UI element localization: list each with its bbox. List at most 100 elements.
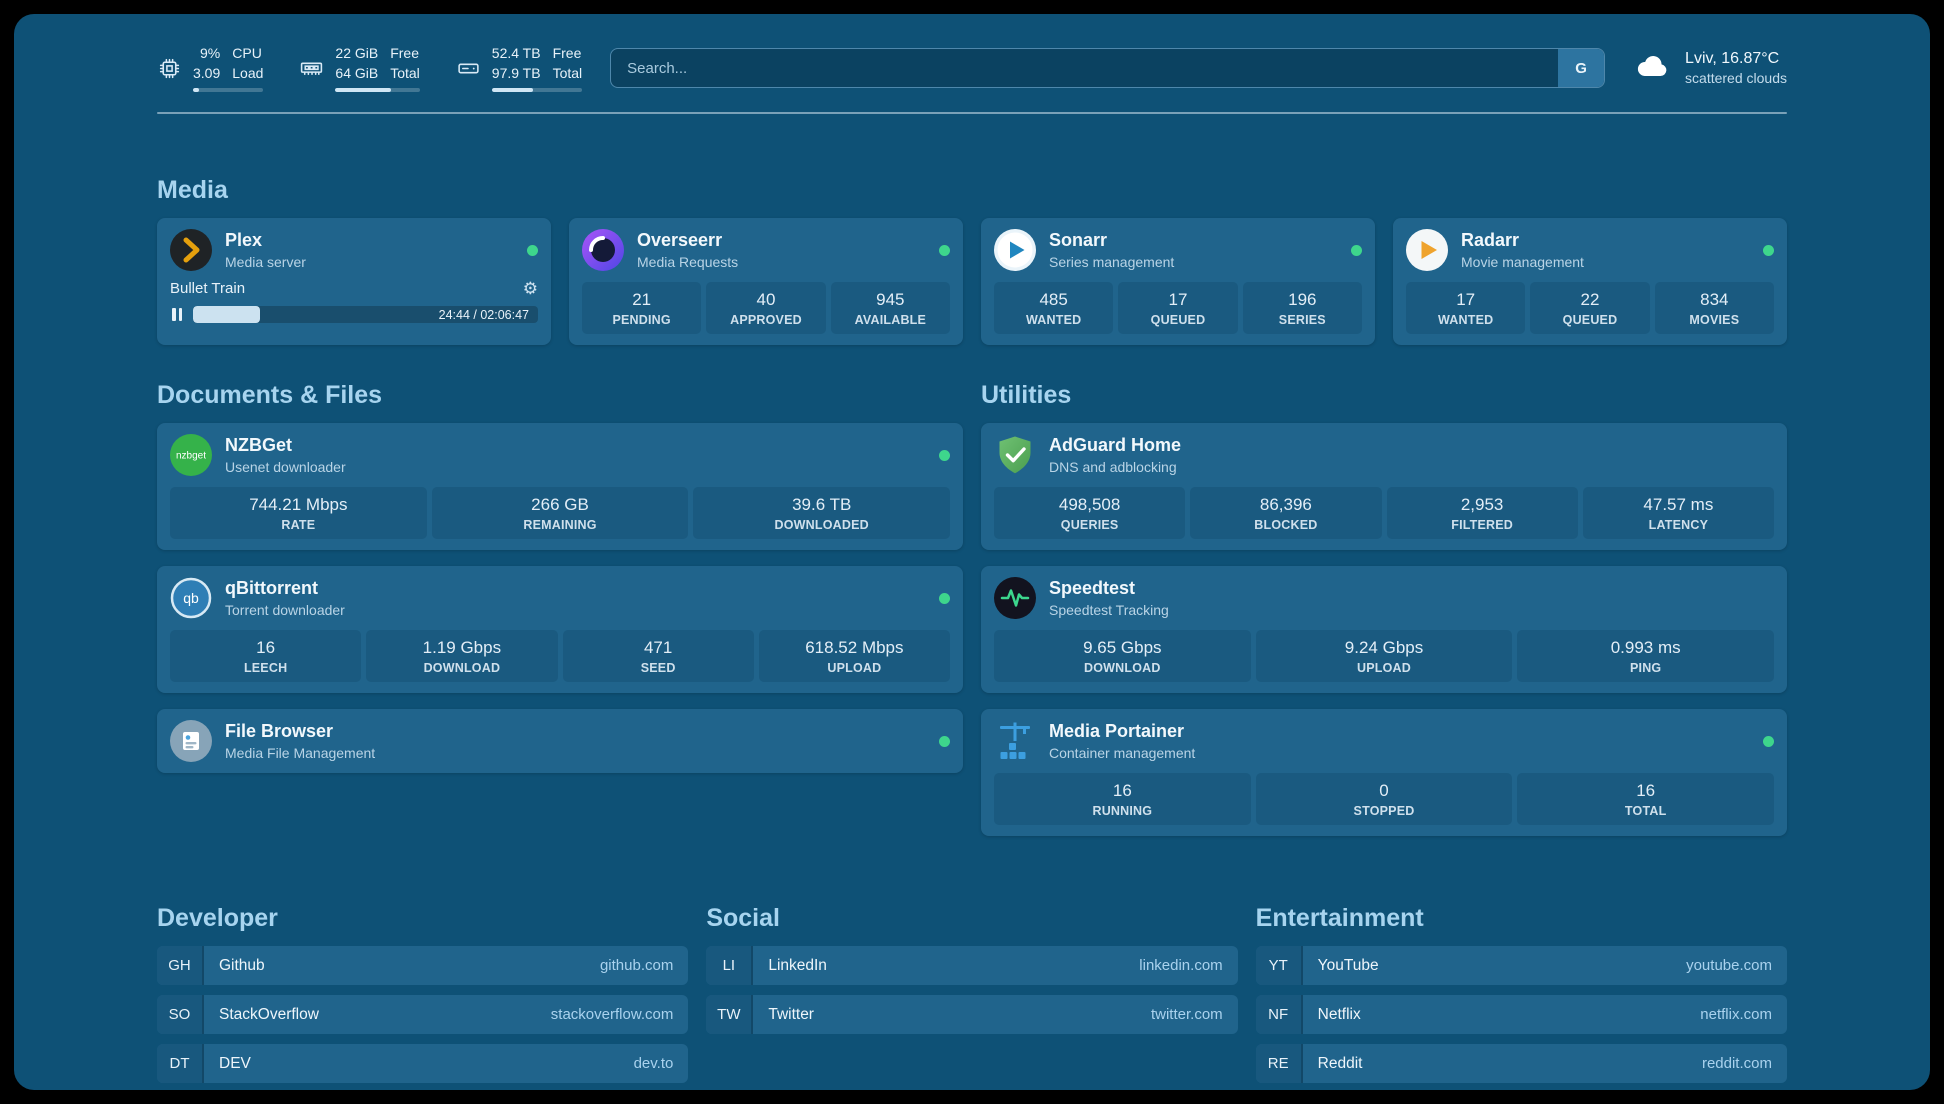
service-card-plex[interactable]: Plex Media server Bullet Train ⚙ 24:4 — [157, 218, 551, 346]
stat-wanted: 17 WANTED — [1406, 282, 1526, 335]
service-subtitle: Series management — [1049, 254, 1175, 271]
memory-label-2: Total — [390, 64, 420, 81]
stat-rate: 744.21 Mbps RATE — [170, 487, 427, 540]
bookmark-twitter[interactable]: TW Twitter twitter.com — [706, 995, 1238, 1035]
bookmark-dev[interactable]: DT DEV dev.to — [157, 1044, 689, 1084]
stat-ping: 0.993 ms PING — [1517, 630, 1775, 683]
search-engine-button[interactable]: G — [1558, 49, 1605, 88]
stat-total: 16 TOTAL — [1517, 773, 1775, 826]
service-card-overseerr[interactable]: Overseerr Media Requests 21 PENDING 40 A… — [569, 218, 963, 346]
service-subtitle: Media server — [225, 254, 306, 271]
service-title: qBittorrent — [225, 578, 318, 599]
stat-seed: 471 SEED — [562, 630, 754, 683]
cpu-label-1: CPU — [232, 45, 262, 61]
stat-filtered: 2,953 FILTERED — [1386, 487, 1578, 540]
disk-free: 52.4 TB — [491, 45, 541, 61]
service-card-sonarr[interactable]: Sonarr Series management 485 WANTED 17 Q… — [981, 218, 1375, 346]
bookmark-netflix[interactable]: NF Netflix netflix.com — [1255, 995, 1787, 1035]
stat-download: 1.19 Gbps DOWNLOAD — [366, 630, 558, 683]
plex-icon — [170, 229, 212, 272]
stat-queued: 17 QUEUED — [1118, 282, 1238, 335]
memory-widget: 22 GiB 64 GiB Free Total — [299, 44, 420, 93]
bookmark-name: YouTube — [1317, 956, 1379, 974]
service-card-portainer[interactable]: Media Portainer Container management 16 … — [981, 709, 1787, 837]
service-title: File Browser — [225, 721, 334, 742]
status-dot — [939, 592, 950, 604]
service-subtitle: Media File Management — [225, 745, 376, 762]
dashboard: 9% 3.09 CPU Load — [14, 14, 1930, 1090]
bookmark-abbr: RE — [1255, 1044, 1303, 1084]
bookmark-url: github.com — [599, 957, 674, 975]
bookmark-url: youtube.com — [1686, 957, 1772, 975]
search-input[interactable] — [611, 49, 1559, 88]
memory-free: 22 GiB — [335, 45, 379, 61]
service-title: Radarr — [1461, 230, 1520, 251]
section-documents: Documents & Files nzbget NZBGet Usenet d… — [157, 381, 963, 774]
svg-text:qb: qb — [183, 590, 199, 606]
section-heading-social: Social — [706, 904, 780, 933]
status-dot — [939, 735, 950, 747]
status-dot — [1763, 735, 1774, 747]
service-card-nzbget[interactable]: nzbget NZBGet Usenet downloader 744.21 M… — [157, 423, 963, 551]
disk-bar — [491, 88, 583, 93]
stat-queries: 498,508 QUERIES — [994, 487, 1186, 540]
bookmark-group-entertainment: Entertainment YT YouTube youtube.com NF … — [1255, 904, 1787, 1084]
overseerr-icon — [582, 229, 624, 272]
bookmark-url: linkedin.com — [1139, 957, 1223, 975]
stat-approved: 40 APPROVED — [706, 282, 826, 335]
bookmark-abbr: DT — [157, 1044, 204, 1084]
playback-time: 24:44 / 02:06:47 — [438, 307, 529, 322]
bookmark-abbr: NF — [1255, 995, 1303, 1035]
stat-blocked: 86,396 BLOCKED — [1190, 487, 1382, 540]
status-dot — [939, 244, 950, 256]
service-subtitle: DNS and adblocking — [1049, 459, 1177, 476]
service-card-adguard[interactable]: AdGuard Home DNS and adblocking 498,508 … — [981, 423, 1787, 551]
cpu-load: 3.09 — [193, 64, 221, 81]
bookmark-abbr: GH — [157, 946, 204, 986]
system-widgets: 9% 3.09 CPU Load — [157, 44, 583, 93]
playback-progress-bar[interactable]: 24:44 / 02:06:47 — [193, 306, 538, 324]
bookmark-linkedin[interactable]: LI LinkedIn linkedin.com — [706, 946, 1238, 986]
bookmark-url: dev.to — [633, 1055, 674, 1073]
bookmark-url: stackoverflow.com — [550, 1006, 674, 1024]
stat-remaining: 266 GB REMAINING — [431, 487, 689, 540]
service-card-speedtest[interactable]: Speedtest Speedtest Tracking 9.65 Gbps D… — [981, 566, 1787, 694]
sonarr-icon — [994, 229, 1036, 272]
bookmark-github[interactable]: GH Github github.com — [157, 946, 689, 986]
bookmark-reddit[interactable]: RE Reddit reddit.com — [1255, 1044, 1787, 1084]
bookmark-abbr: SO — [157, 995, 204, 1035]
disk-label-2: Total — [552, 64, 583, 81]
section-heading-developer: Developer — [157, 904, 278, 933]
stat-running: 16 RUNNING — [994, 773, 1251, 826]
stat-available: 945 AVAILABLE — [830, 282, 950, 335]
bookmark-stackoverflow[interactable]: SO StackOverflow stackoverflow.com — [157, 995, 689, 1035]
service-title: Speedtest — [1049, 578, 1136, 599]
cpu-percent: 9% — [200, 45, 221, 61]
memory-label-1: Free — [390, 45, 420, 61]
radarr-icon — [1406, 229, 1448, 272]
pause-icon[interactable] — [170, 306, 184, 323]
service-title: NZBGet — [225, 435, 292, 456]
service-card-filebrowser[interactable]: File Browser Media File Management — [157, 709, 963, 774]
stat-download: 9.65 Gbps DOWNLOAD — [994, 630, 1251, 683]
service-subtitle: Container management — [1049, 745, 1196, 762]
stat-downloaded: 39.6 TB DOWNLOADED — [693, 487, 951, 540]
gear-icon[interactable]: ⚙ — [522, 279, 538, 299]
status-dot — [939, 449, 950, 461]
weather-location: Lviv, 16.87°C — [1685, 50, 1780, 68]
service-card-radarr[interactable]: Radarr Movie management 17 WANTED 22 QUE… — [1393, 218, 1787, 346]
service-subtitle: Torrent downloader — [225, 602, 345, 619]
stat-latency: 47.57 ms LATENCY — [1582, 487, 1774, 540]
bookmark-abbr: YT — [1255, 946, 1303, 986]
service-title: Overseerr — [637, 230, 723, 251]
disk-icon — [456, 56, 481, 81]
memory-total: 64 GiB — [335, 64, 379, 81]
bookmark-youtube[interactable]: YT YouTube youtube.com — [1255, 946, 1787, 986]
bookmark-url: reddit.com — [1701, 1055, 1772, 1073]
service-card-qbittorrent[interactable]: qb qBittorrent Torrent downloader 16 LEE… — [157, 566, 963, 694]
bookmark-name: Twitter — [768, 1005, 814, 1023]
service-title: Media Portainer — [1049, 721, 1185, 742]
stat-upload: 9.24 Gbps UPLOAD — [1255, 630, 1513, 683]
service-title: Sonarr — [1049, 230, 1108, 251]
disk-label-1: Free — [552, 45, 582, 61]
